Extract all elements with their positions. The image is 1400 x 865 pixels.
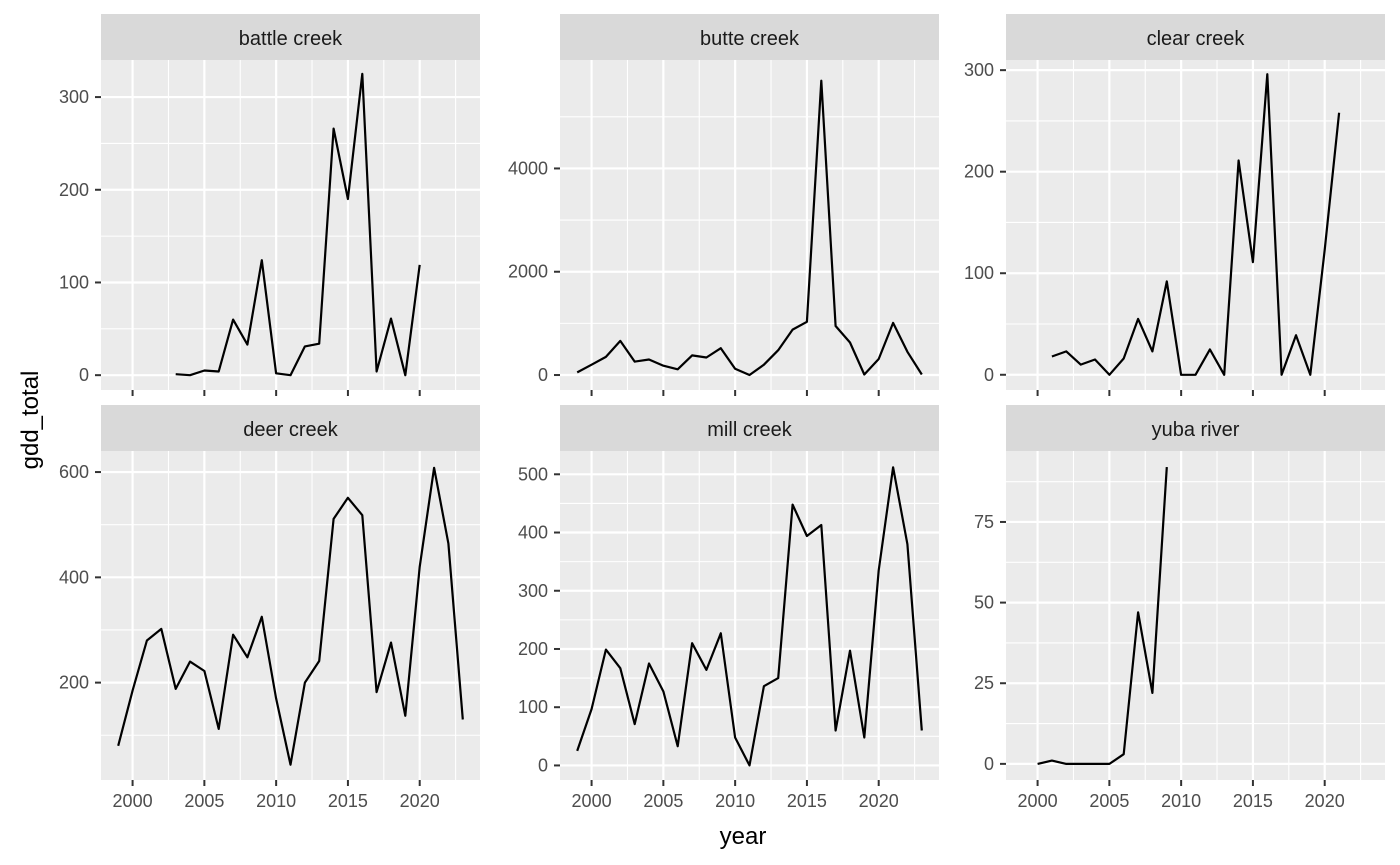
y-axis-title: gdd_total: [17, 371, 44, 470]
facet-strip-label: mill creek: [707, 419, 792, 441]
facet-panel-deer-creek: deer creek 200 400 600 2000 2005 2010 2015 2020: [59, 405, 480, 811]
series-line-battle-creek: [175, 72, 421, 377]
facet-panel-battle-creek: battle creek 0 100 200 300: [59, 14, 480, 396]
facet-strip: [1006, 405, 1385, 451]
x-tick-label: 2010: [256, 791, 296, 811]
facet-strip: [101, 405, 480, 451]
x-tick-label: 2005: [184, 791, 224, 811]
y-tick-label: 100: [59, 272, 89, 292]
y-tick-label: 600: [59, 462, 89, 482]
y-tick-label: 400: [59, 567, 89, 587]
y-tick-label: 0: [984, 365, 994, 385]
series-line-clear-creek: [1051, 73, 1341, 376]
x-tick-label: 2015: [787, 791, 827, 811]
series-line-butte-creek: [576, 79, 923, 377]
y-tick-label: 0: [538, 365, 548, 385]
panel-background: [101, 451, 480, 780]
y-tick-label: 400: [518, 523, 548, 543]
facet-panel-yuba-river: yuba river 0 25 50 75 2000 2005 2010 2015 2020: [974, 405, 1385, 811]
y-tick-label: 300: [518, 581, 548, 601]
facet-strip-label: battle creek: [239, 28, 343, 50]
y-tick-label: 500: [518, 464, 548, 484]
facet-strip-label: deer creek: [243, 419, 338, 441]
x-tick-label: 2000: [113, 791, 153, 811]
series-line-mill-creek: [576, 466, 923, 767]
facet-panel-mill-creek: mill creek 0 100 200 300 400 500 2000 2005 2010 20…: [518, 405, 939, 811]
x-tick-label: 2005: [643, 791, 683, 811]
x-tick-label: 2020: [859, 791, 899, 811]
facet-strip: [101, 14, 480, 60]
x-tick-label: 2020: [400, 791, 440, 811]
panel-background: [560, 451, 939, 780]
facet-strip: [560, 405, 939, 451]
x-tick-label: 2020: [1305, 791, 1345, 811]
x-tick-label: 2015: [1233, 791, 1273, 811]
y-tick-label: 50: [974, 593, 994, 613]
x-tick-label: 2005: [1089, 791, 1129, 811]
x-tick-label: 2015: [328, 791, 368, 811]
y-tick-label: 75: [974, 512, 994, 532]
y-tick-label: 0: [538, 755, 548, 775]
y-tick-label: 200: [518, 639, 548, 659]
panel-background: [560, 60, 939, 390]
y-tick-label: 0: [984, 754, 994, 774]
y-tick-label: 300: [59, 87, 89, 107]
facet-strip: [560, 14, 939, 60]
x-tick-label: 2010: [1161, 791, 1201, 811]
y-tick-label: 2000: [508, 262, 548, 282]
facet-strip-label: butte creek: [700, 28, 800, 50]
facet-strip: [1006, 14, 1385, 60]
y-tick-label: 200: [59, 673, 89, 693]
facet-panel-butte-creek: butte creek 0 2000 4000: [508, 14, 939, 396]
y-tick-label: 100: [964, 263, 994, 283]
y-tick-label: 0: [79, 365, 89, 385]
y-tick-label: 200: [964, 162, 994, 182]
facet-strip-label: yuba river: [1152, 419, 1240, 441]
facet-strip-label: clear creek: [1147, 28, 1246, 50]
y-tick-label: 100: [518, 697, 548, 717]
x-tick-label: 2010: [715, 791, 755, 811]
y-tick-label: 25: [974, 673, 994, 693]
facet-panel-clear-creek: clear creek 0 100 200 300: [964, 14, 1385, 396]
panel-background: [1006, 60, 1385, 390]
x-tick-label: 2000: [1018, 791, 1058, 811]
x-axis-title: year: [720, 823, 767, 850]
y-tick-label: 200: [59, 180, 89, 200]
y-tick-label: 4000: [508, 158, 548, 178]
panel-background: [101, 60, 480, 390]
series-line-yuba-river: [1037, 467, 1168, 766]
panel-background: [1006, 451, 1385, 780]
y-tick-label: 300: [964, 60, 994, 80]
x-tick-label: 2000: [572, 791, 612, 811]
series-line-deer-creek: [117, 466, 464, 766]
